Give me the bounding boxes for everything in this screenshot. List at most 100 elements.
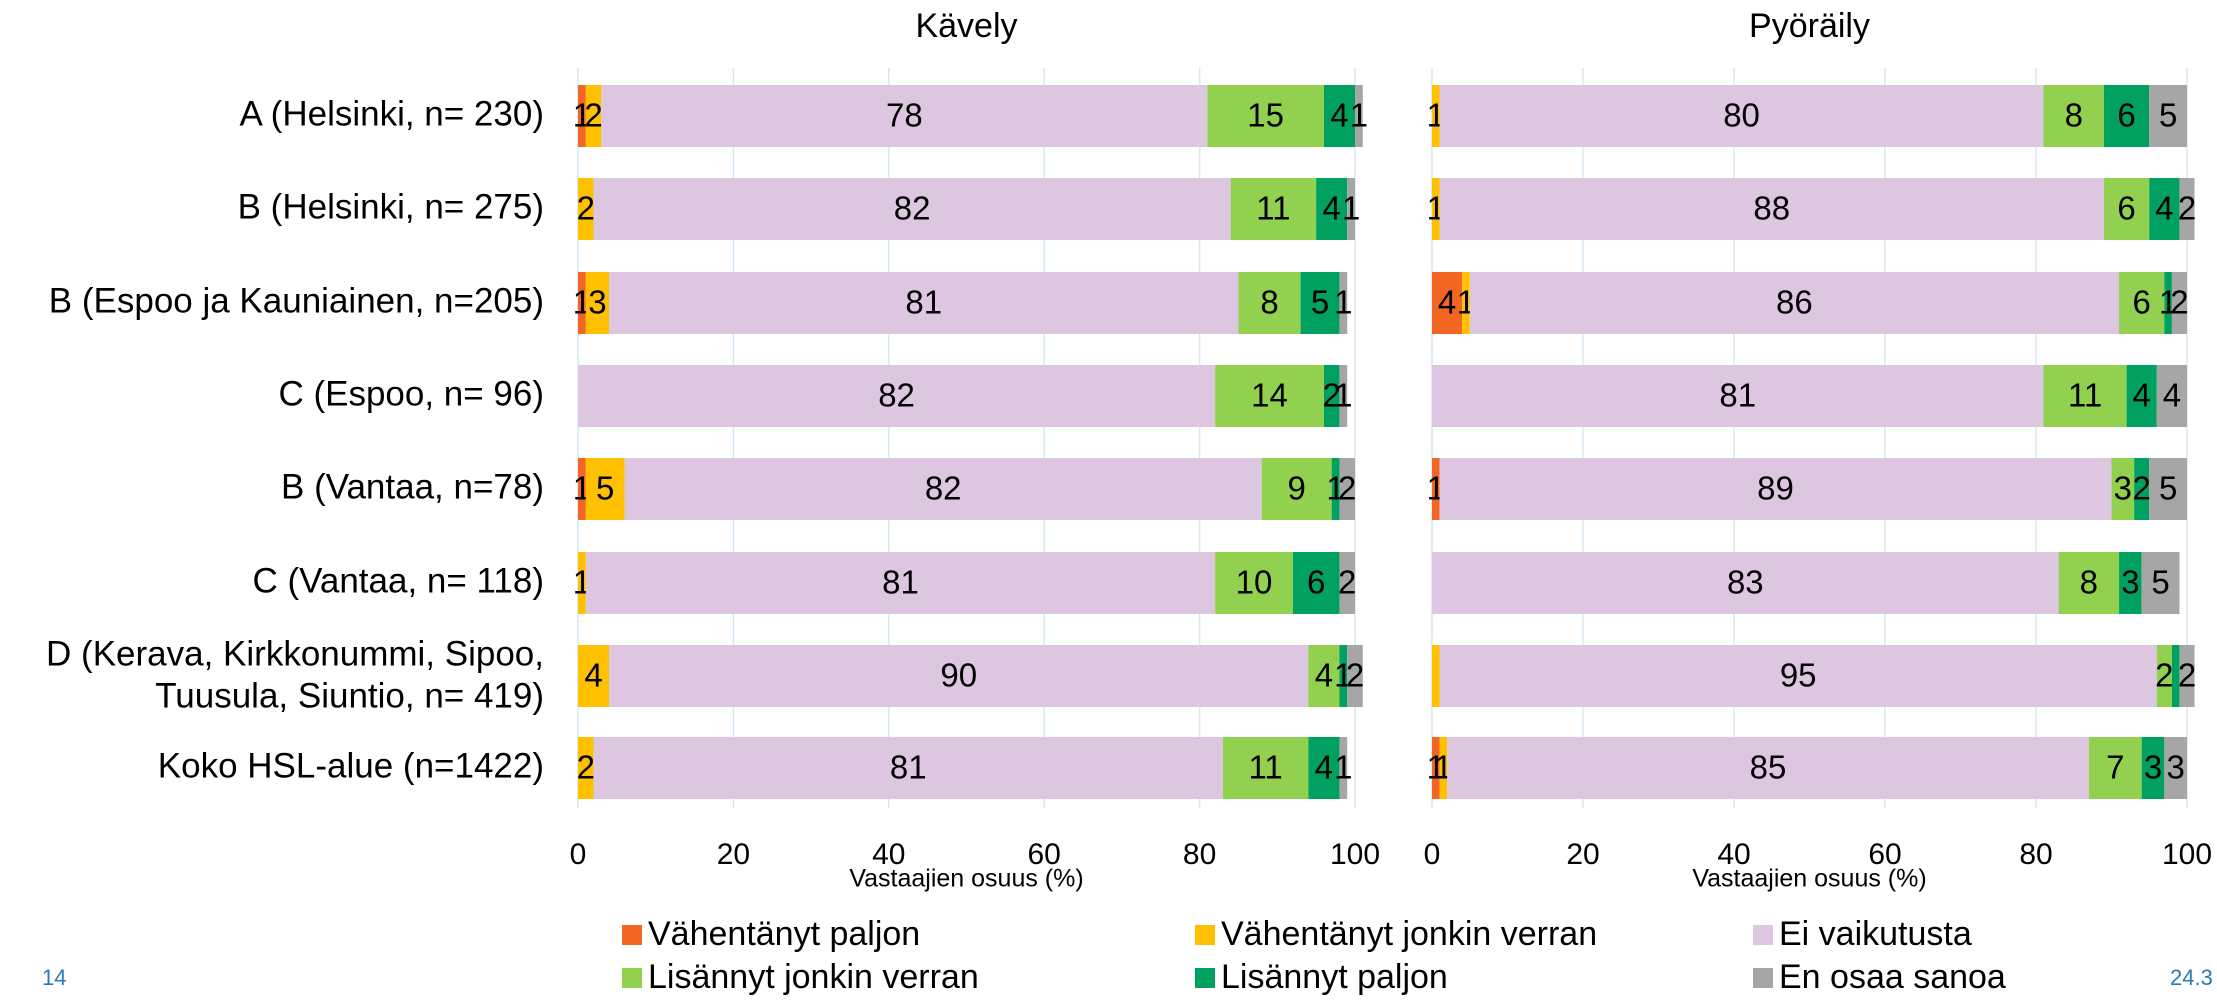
data-label: 81: [905, 284, 942, 321]
bar-segment: [2043, 85, 2104, 147]
y-tick-label: Tuusula, Siuntio, n= 419): [155, 676, 544, 715]
data-label: 6: [2133, 284, 2151, 321]
bar-segment: [1432, 552, 2059, 614]
data-label: 2: [577, 749, 595, 786]
legend-swatch: [1753, 968, 1773, 988]
data-label: 4: [1315, 657, 1333, 694]
data-label: 5: [2159, 97, 2177, 134]
bar-segment: [2179, 645, 2195, 707]
bar-segment: [2058, 552, 2120, 614]
bar-segment: [1323, 85, 1355, 147]
data-label: 88: [1753, 190, 1790, 227]
data-label: 10: [1236, 564, 1273, 601]
data-label: 3: [2121, 564, 2139, 601]
bar-segment: [2141, 737, 2165, 799]
bar-segment: [1462, 272, 1470, 334]
bar-segment: [1432, 178, 1440, 240]
legend-label: En osaa sanoa: [1779, 958, 2006, 996]
data-label: 1: [1350, 97, 1368, 134]
data-label: 5: [2159, 470, 2177, 507]
legend-label: Vähentänyt paljon: [648, 915, 920, 953]
data-label: 2: [1338, 470, 1356, 507]
data-label: 82: [925, 470, 962, 507]
bar-segment: [1339, 645, 1348, 707]
bar-segment: [1439, 178, 2104, 240]
legend-swatch: [622, 925, 642, 945]
bar-segment: [2043, 365, 2127, 427]
data-label: 3: [2166, 749, 2184, 786]
x-tick-label: 40: [872, 838, 905, 871]
bar-segment: [593, 737, 1223, 799]
bar-segment: [1323, 365, 1340, 427]
x-tick-label: 60: [1868, 838, 1901, 871]
bar-segment: [609, 645, 1309, 707]
data-label: 9: [1288, 470, 1306, 507]
y-tick-label: C (Espoo, n= 96): [278, 374, 544, 413]
page-number: 14: [42, 965, 66, 990]
data-label: 6: [2117, 190, 2135, 227]
bar-segment: [578, 737, 594, 799]
data-label: 90: [940, 657, 977, 694]
data-label: 2: [2133, 470, 2151, 507]
bar-segment: [1261, 458, 1332, 520]
bar-segment: [1308, 645, 1340, 707]
bar-segment: [1339, 365, 1348, 427]
data-label: 15: [1247, 97, 1284, 134]
bar-segment: [1215, 552, 1293, 614]
y-tick-label: Koko HSL-alue (n=1422): [158, 746, 544, 785]
bar-segment: [593, 178, 1231, 240]
x-tick-label: 80: [1183, 838, 1216, 871]
bar-segment: [2119, 552, 2142, 614]
bar-segment: [585, 272, 610, 334]
bar-segment: [585, 458, 625, 520]
data-label: 83: [1727, 564, 1764, 601]
legend-label: Ei vaikutusta: [1779, 915, 1972, 953]
bar-segment: [578, 365, 1216, 427]
bar-segment: [2103, 85, 2150, 147]
legend-swatch: [1195, 925, 1215, 945]
x-tick-label: 60: [1028, 838, 1061, 871]
data-label: 4: [2163, 377, 2181, 414]
data-label: 2: [577, 190, 595, 227]
y-tick-label: A (Helsinki, n= 230): [240, 94, 544, 133]
bar-segment: [1355, 85, 1363, 147]
bar-segment: [1432, 458, 1440, 520]
bar-segment: [1339, 737, 1348, 799]
data-label: 11: [1256, 190, 1290, 227]
bar-segment: [2126, 365, 2157, 427]
bar-segment: [2141, 552, 2180, 614]
date: 24.3: [2170, 965, 2213, 990]
bar-segment: [578, 272, 586, 334]
data-label: 8: [2080, 564, 2098, 601]
bar-segment: [1215, 365, 1324, 427]
bar-segment: [2179, 178, 2195, 240]
bar-segment: [1347, 645, 1363, 707]
y-tick-label: C (Vantaa, n= 118): [252, 561, 544, 600]
data-label: 2: [2178, 657, 2196, 694]
data-label: 1: [1342, 190, 1360, 227]
x-tick-label: 0: [1424, 838, 1441, 871]
x-tick-label: 100: [1330, 838, 1380, 871]
data-label: 4: [584, 657, 602, 694]
bar-segment: [1339, 272, 1348, 334]
data-label: 2: [2170, 284, 2188, 321]
data-label: 11: [1249, 749, 1283, 786]
bar-segment: [585, 85, 602, 147]
data-label: 2: [1323, 377, 1341, 414]
data-label: 81: [882, 564, 919, 601]
bar-segment: [578, 85, 586, 147]
bar-segment: [2156, 365, 2187, 427]
bar-segment: [1292, 552, 1340, 614]
data-label: 4: [1438, 284, 1456, 321]
bar-segment: [1439, 645, 2157, 707]
data-label: 5: [596, 470, 614, 507]
chart-title: Pyöräily: [1749, 7, 1870, 45]
bar-segment: [1300, 272, 1340, 334]
bar-segment: [2156, 645, 2172, 707]
bar-segment: [1439, 85, 2044, 147]
bar-segment: [1331, 458, 1340, 520]
data-label: 81: [1719, 377, 1756, 414]
data-label: 4: [1330, 97, 1348, 134]
bar-segment: [578, 552, 586, 614]
